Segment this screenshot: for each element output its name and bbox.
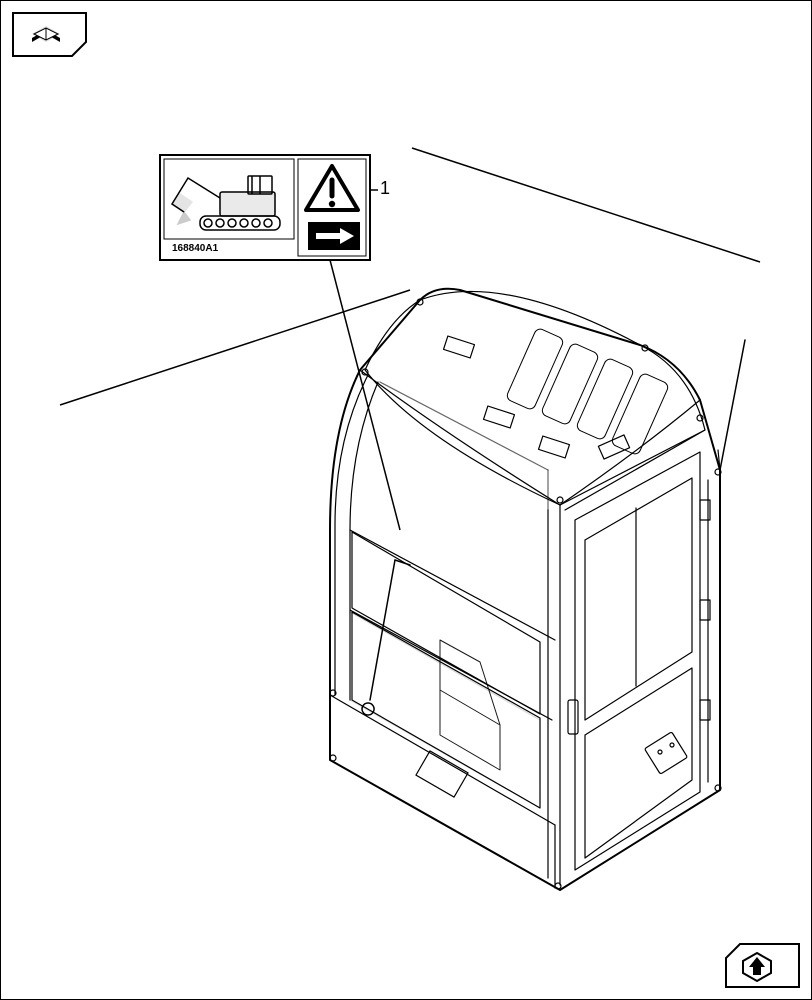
leader-line-left [60, 290, 410, 405]
callout-1: 1 [380, 178, 390, 199]
callout-leader [330, 260, 400, 530]
page-root: 1 168840A1 [0, 0, 812, 1000]
main-diagram [0, 0, 812, 1000]
leader-line-right [412, 148, 760, 262]
decal-ref-text: 168840A1 [172, 243, 218, 254]
cab-isometric [330, 289, 745, 890]
